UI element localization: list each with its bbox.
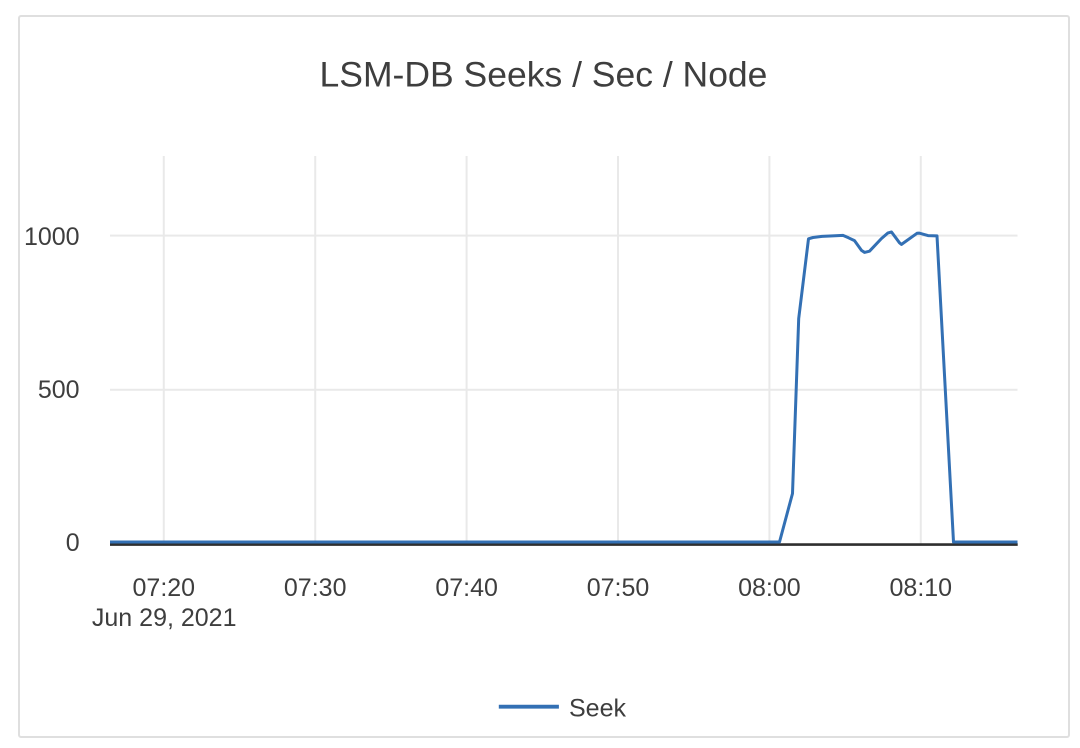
svg-text:0: 0 <box>66 529 80 557</box>
svg-text:07:20: 07:20 <box>133 574 196 602</box>
svg-text:1000: 1000 <box>24 223 80 251</box>
svg-text:Seek: Seek <box>569 695 626 723</box>
svg-text:07:50: 07:50 <box>587 574 650 602</box>
svg-text:500: 500 <box>38 376 80 404</box>
svg-text:07:30: 07:30 <box>284 574 347 602</box>
svg-text:Jun 29, 2021: Jun 29, 2021 <box>92 604 237 632</box>
svg-text:07:40: 07:40 <box>435 574 498 602</box>
svg-text:LSM-DB Seeks / Sec / Node: LSM-DB Seeks / Sec / Node <box>320 55 768 95</box>
svg-text:08:00: 08:00 <box>738 574 801 602</box>
svg-text:08:10: 08:10 <box>890 574 953 602</box>
